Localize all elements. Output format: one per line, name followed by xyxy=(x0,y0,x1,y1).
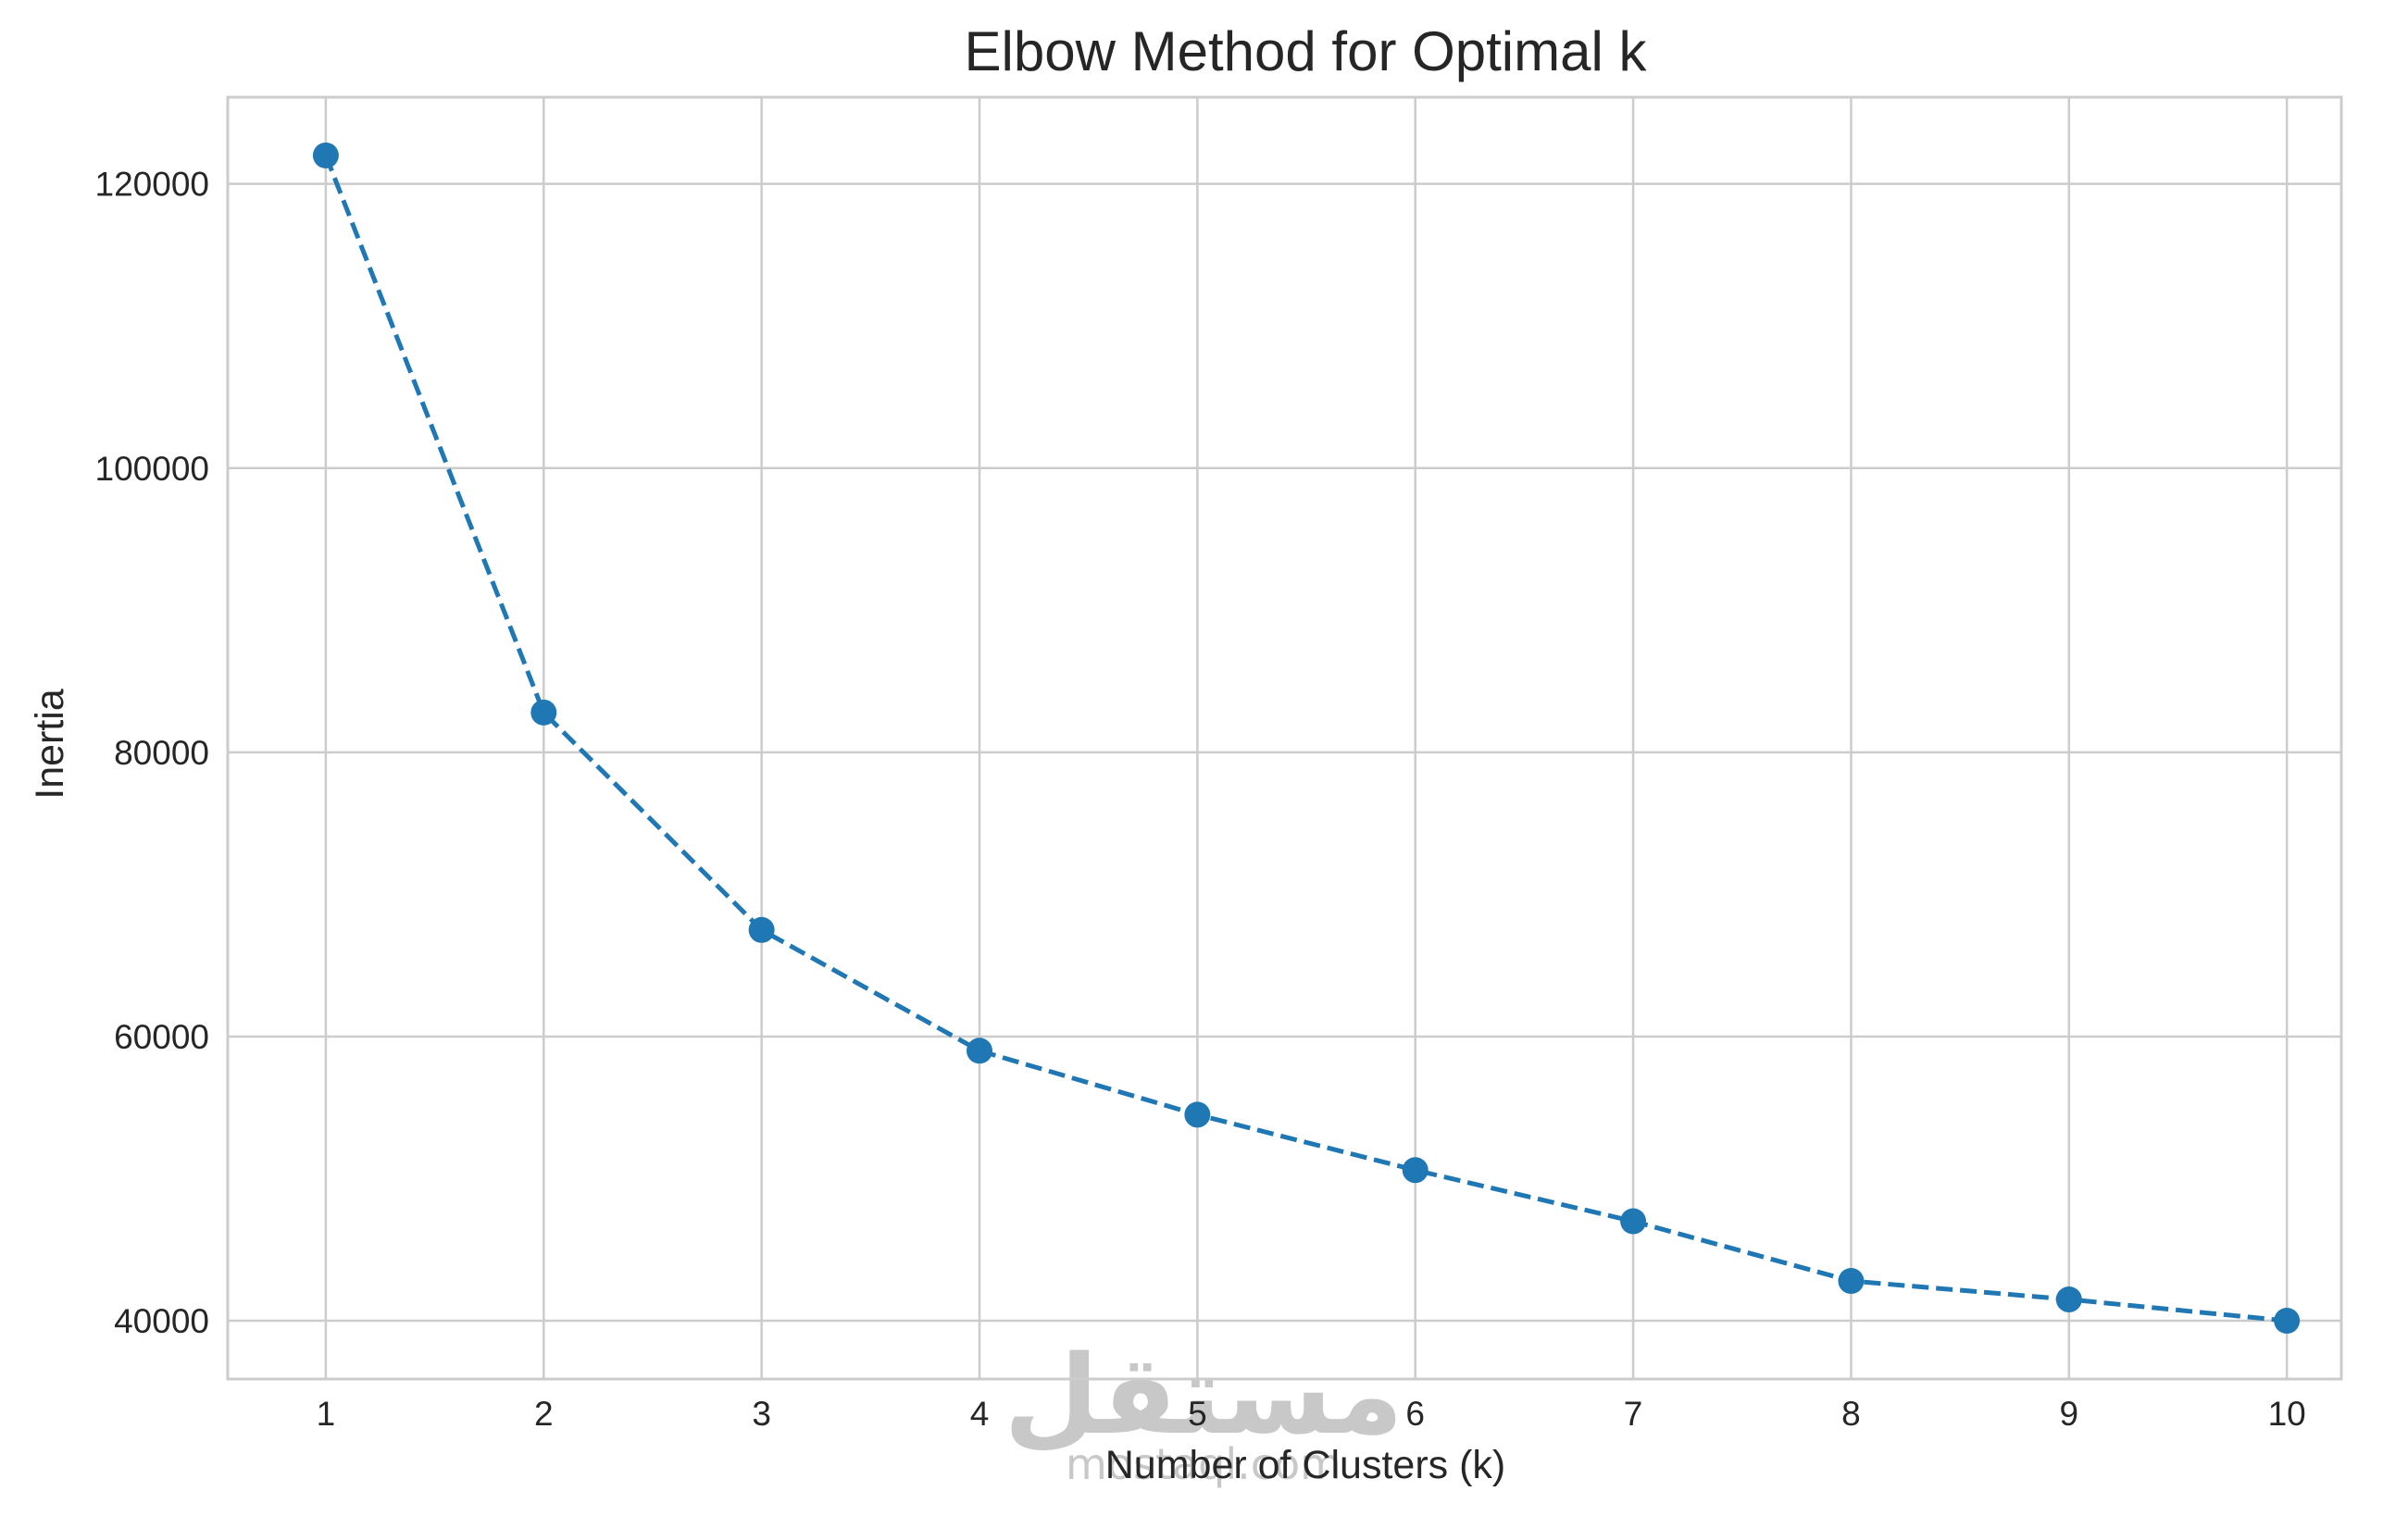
chart-title: Elbow Method for Optimal k xyxy=(965,20,1648,82)
x-tick-label: 2 xyxy=(534,1395,554,1433)
watermark: مستقل mostaql.com xyxy=(1004,1331,1404,1489)
x-tick-label: 7 xyxy=(1624,1395,1643,1433)
watermark-arabic: مستقل xyxy=(1004,1331,1404,1459)
x-tick-label: 8 xyxy=(1841,1395,1861,1433)
series xyxy=(312,142,2301,1335)
y-tick-labels: 40000 60000 80000 100000 120000 xyxy=(95,166,209,1340)
plot-frame xyxy=(226,95,2343,1381)
data-point xyxy=(2274,1308,2301,1335)
data-point xyxy=(1620,1208,1647,1235)
y-tick-label: 80000 xyxy=(114,734,209,772)
y-tick-label: 40000 xyxy=(114,1302,209,1340)
y-tick-label: 100000 xyxy=(95,450,209,488)
data-point xyxy=(530,699,557,726)
y-tick-label: 60000 xyxy=(114,1018,209,1056)
data-point xyxy=(2055,1286,2082,1313)
watermark-latin: mostaql.com xyxy=(1066,1439,1341,1489)
data-point xyxy=(1838,1268,1865,1295)
data-point xyxy=(748,916,775,943)
series-line xyxy=(323,155,2288,1323)
x-tick-label: 6 xyxy=(1405,1395,1425,1433)
x-axis-label: Number of Clusters (k) xyxy=(1105,1443,1505,1487)
x-tick-label: 9 xyxy=(2060,1395,2079,1433)
x-tick-label: 10 xyxy=(2268,1395,2306,1433)
x-tick-label: 3 xyxy=(752,1395,771,1433)
x-tick-label: 4 xyxy=(970,1395,990,1433)
data-point xyxy=(312,142,339,168)
grid-lines xyxy=(228,97,2341,1379)
x-tick-label: 1 xyxy=(317,1395,336,1433)
data-point xyxy=(966,1038,992,1064)
data-point xyxy=(1184,1101,1211,1128)
x-tick-label: 5 xyxy=(1188,1395,1207,1433)
y-tick-label: 120000 xyxy=(95,166,209,204)
x-tick-labels: 1 2 3 4 5 6 7 8 9 10 xyxy=(317,1395,2306,1433)
y-axis-label: Inertia xyxy=(28,689,72,800)
data-point xyxy=(1402,1157,1429,1184)
